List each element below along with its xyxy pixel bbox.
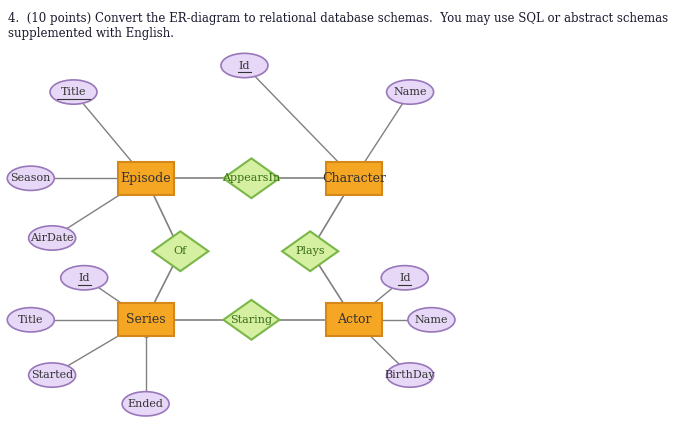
Polygon shape [282,231,338,271]
Text: AppearsIn: AppearsIn [222,173,281,183]
Ellipse shape [28,363,76,387]
Text: Plays: Plays [296,246,325,256]
Text: Series: Series [126,313,165,326]
Polygon shape [223,300,279,340]
Text: BirthDay: BirthDay [385,370,435,380]
Text: Actor: Actor [337,313,372,326]
Bar [117,303,174,336]
Text: Name: Name [393,87,427,97]
Bar [326,162,382,195]
Bar [117,162,174,195]
Text: Staring: Staring [231,315,273,325]
Text: Character: Character [322,172,386,185]
Ellipse shape [50,80,97,104]
Text: Of: Of [174,246,187,256]
Ellipse shape [7,166,54,190]
Ellipse shape [7,307,54,332]
Ellipse shape [408,307,455,332]
Bar [326,303,382,336]
Text: Episode: Episode [120,172,171,185]
Text: Id: Id [79,273,90,283]
Text: Id: Id [399,273,410,283]
Text: Ended: Ended [127,399,163,409]
Text: Id: Id [239,61,250,70]
Ellipse shape [122,392,169,416]
Ellipse shape [386,363,434,387]
Ellipse shape [28,226,76,250]
Ellipse shape [381,266,428,290]
Text: 4.  (10 points) Convert the ER-diagram to relational database schemas.  You may : 4. (10 points) Convert the ER-diagram to… [8,12,668,40]
Text: Title: Title [61,87,86,97]
Polygon shape [153,231,208,271]
Polygon shape [223,158,279,198]
Text: Started: Started [31,370,73,380]
Ellipse shape [61,266,108,290]
Text: Title: Title [18,315,43,325]
Text: Season: Season [11,173,51,183]
Text: Name: Name [415,315,448,325]
Text: AirDate: AirDate [31,233,74,243]
Ellipse shape [386,80,434,104]
Ellipse shape [221,53,268,78]
